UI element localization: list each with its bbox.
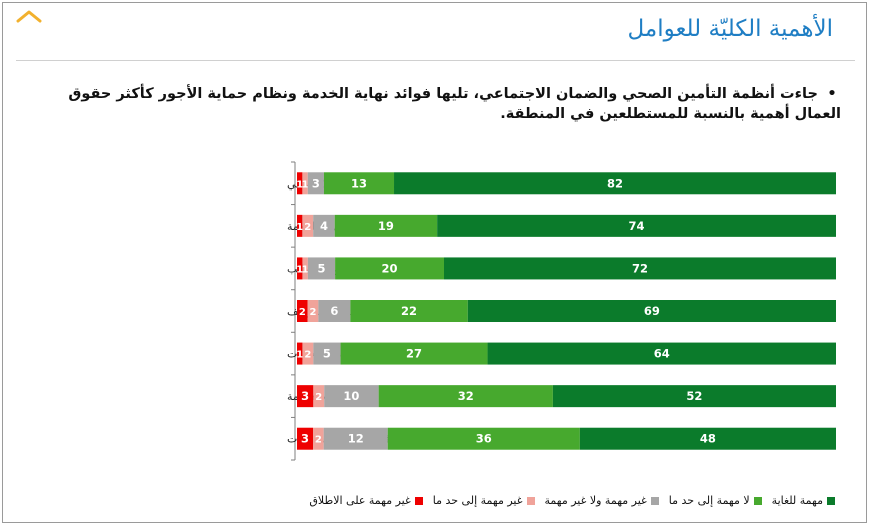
bar-segment <box>297 214 303 237</box>
bar-segment <box>579 427 836 450</box>
bar-segment <box>313 342 341 365</box>
legend-label: لا مهمة إلى حد ما <box>668 494 750 507</box>
bar-segment <box>318 300 351 322</box>
bar-segment <box>297 300 308 322</box>
data-label: 1 <box>296 350 303 361</box>
chevron-up-icon[interactable] <box>14 8 44 24</box>
bar-segment <box>302 257 308 280</box>
data-label: 13 <box>351 176 367 190</box>
bar-segment <box>323 172 395 195</box>
legend-swatch <box>753 496 762 505</box>
data-label: 36 <box>476 432 492 446</box>
legend-label: غير مهمة إلى حد ما <box>432 494 523 507</box>
data-label: 3 <box>312 176 320 190</box>
bar-segment <box>467 300 836 322</box>
data-label: 6 <box>330 304 338 318</box>
legend-label: غير مهمة على الاطلاق <box>309 494 411 507</box>
legend-swatch <box>526 496 535 505</box>
data-label: 1 <box>296 264 303 275</box>
bar-segment <box>313 427 324 450</box>
legend-item: غير مهمة على الاطلاق <box>309 494 423 507</box>
legend-item: غير مهمة ولا غير مهمة <box>545 494 659 507</box>
data-label: 10 <box>343 389 359 403</box>
data-label: 5 <box>323 347 331 361</box>
data-label: 72 <box>632 261 648 275</box>
bullet-dot: • <box>827 86 837 102</box>
data-label: 3 <box>301 389 309 403</box>
data-label: 1 <box>296 179 303 190</box>
data-label: 48 <box>700 432 716 446</box>
stacked-bar-chart: التأمين الصحي والضمان الاجتماعي1131382فو… <box>287 161 836 461</box>
bullet-point: • جاءت أنظمة التأمين الصحي والضمان الاجت… <box>21 84 841 124</box>
bar-segment <box>334 214 438 237</box>
bar-segment <box>552 385 836 408</box>
data-label: 4 <box>320 219 328 233</box>
data-label: 2 <box>310 307 317 318</box>
legend-label: غير مهمة ولا غير مهمة <box>544 494 647 507</box>
data-label: 2 <box>315 392 322 403</box>
bar-segment <box>302 172 308 195</box>
bar-segment <box>444 257 836 280</box>
bar-segment <box>437 214 836 237</box>
data-label: 69 <box>644 304 660 318</box>
data-label: 22 <box>401 304 417 318</box>
legend-label: مهمة للغاية <box>771 494 823 507</box>
bar-segment <box>350 300 468 322</box>
bar-segment <box>307 172 324 195</box>
title-divider <box>16 60 855 61</box>
bar-segment <box>302 342 314 365</box>
legend-swatch <box>650 496 659 505</box>
bar-segment <box>335 257 444 280</box>
bar-segment <box>387 427 580 450</box>
data-label: 2 <box>304 350 311 361</box>
legend-swatch <box>414 496 423 505</box>
data-label: 2 <box>299 307 306 318</box>
data-label: 1 <box>302 264 309 275</box>
chart-legend: مهمة للغاية لا مهمة إلى حد ما غير مهمة ولا… <box>309 494 835 507</box>
legend-item: غير مهمة إلى حد ما <box>433 494 535 507</box>
data-label: 2 <box>315 435 322 446</box>
data-label: 12 <box>348 432 364 446</box>
data-label: 52 <box>686 389 702 403</box>
data-label: 74 <box>629 219 645 233</box>
bar-segment <box>297 427 314 450</box>
data-label: 64 <box>654 347 670 361</box>
legend-item: مهمة للغاية <box>772 494 835 507</box>
bar-segment <box>313 214 335 237</box>
bar-segment <box>307 257 336 280</box>
data-label: 32 <box>458 389 474 403</box>
data-label: 19 <box>378 219 394 233</box>
bar-segment <box>313 385 325 408</box>
bar-segment <box>302 214 314 237</box>
legend-swatch <box>827 496 835 505</box>
bullet-text: جاءت أنظمة التأمين الصحي والضمان الاجتما… <box>68 86 841 122</box>
bar-segment <box>487 342 836 365</box>
bar-segment <box>323 427 388 450</box>
data-label: 3 <box>301 432 309 446</box>
bar-segment <box>340 342 488 365</box>
bar-segment <box>297 172 303 195</box>
data-label: 82 <box>607 176 623 190</box>
data-label: 1 <box>296 222 303 233</box>
page-title: الأهمية الكليّة للعوامل <box>627 16 833 42</box>
data-label: 2 <box>304 222 311 233</box>
bar-segment <box>297 257 303 280</box>
bar-segment <box>297 385 314 408</box>
bar-segment <box>378 385 553 408</box>
data-label: 20 <box>382 261 398 275</box>
bar-segment <box>307 300 319 322</box>
data-label: 5 <box>317 261 325 275</box>
bar-segment <box>297 342 303 365</box>
bar-segment <box>394 172 836 195</box>
data-label: 27 <box>406 347 422 361</box>
legend-item: لا مهمة إلى حد ما <box>669 494 762 507</box>
bar-segment <box>324 385 379 408</box>
data-label: 1 <box>302 179 309 190</box>
